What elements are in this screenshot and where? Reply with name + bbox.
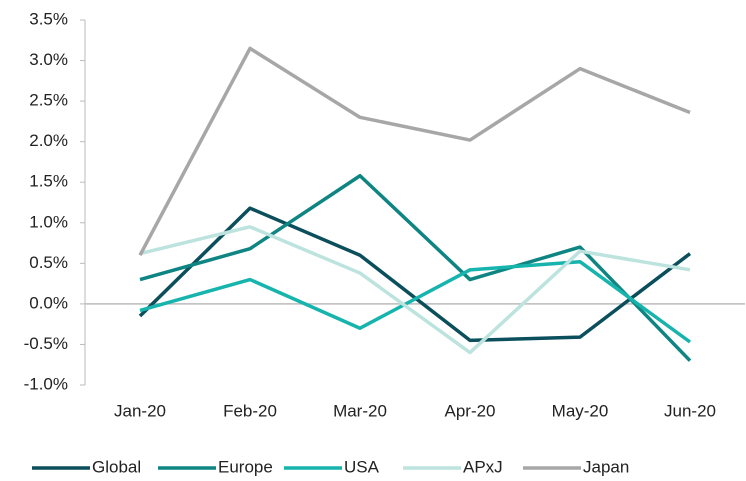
legend-label: Global bbox=[92, 457, 141, 476]
y-tick-label: 0.0% bbox=[29, 293, 68, 312]
series-line bbox=[139, 173, 692, 362]
x-tick-label: Apr-20 bbox=[444, 401, 495, 420]
legend-label: Europe bbox=[218, 457, 273, 476]
series-line bbox=[139, 259, 692, 344]
y-tick-label: 3.5% bbox=[29, 9, 68, 28]
legend-label: APxJ bbox=[463, 457, 503, 476]
series-line bbox=[139, 225, 691, 355]
y-tick-label: 2.5% bbox=[29, 91, 68, 110]
legend-label: Japan bbox=[583, 457, 629, 476]
x-tick-label: Feb-20 bbox=[223, 401, 277, 420]
x-tick-label: Jun-20 bbox=[664, 401, 716, 420]
y-tick-label: -0.5% bbox=[24, 334, 68, 353]
x-tick-label: Mar-20 bbox=[333, 401, 387, 420]
y-tick-label: -1.0% bbox=[24, 374, 68, 393]
y-tick-label: 0.5% bbox=[29, 253, 68, 272]
x-tick-label: May-20 bbox=[552, 401, 609, 420]
legend-label: USA bbox=[344, 457, 380, 476]
y-tick-label: 1.5% bbox=[29, 172, 68, 191]
y-tick-label: 1.0% bbox=[29, 212, 68, 231]
x-tick-label: Jan-20 bbox=[114, 401, 166, 420]
series-line bbox=[138, 46, 691, 257]
y-tick-label: 3.0% bbox=[29, 50, 68, 69]
y-tick-label: 2.0% bbox=[29, 131, 68, 150]
